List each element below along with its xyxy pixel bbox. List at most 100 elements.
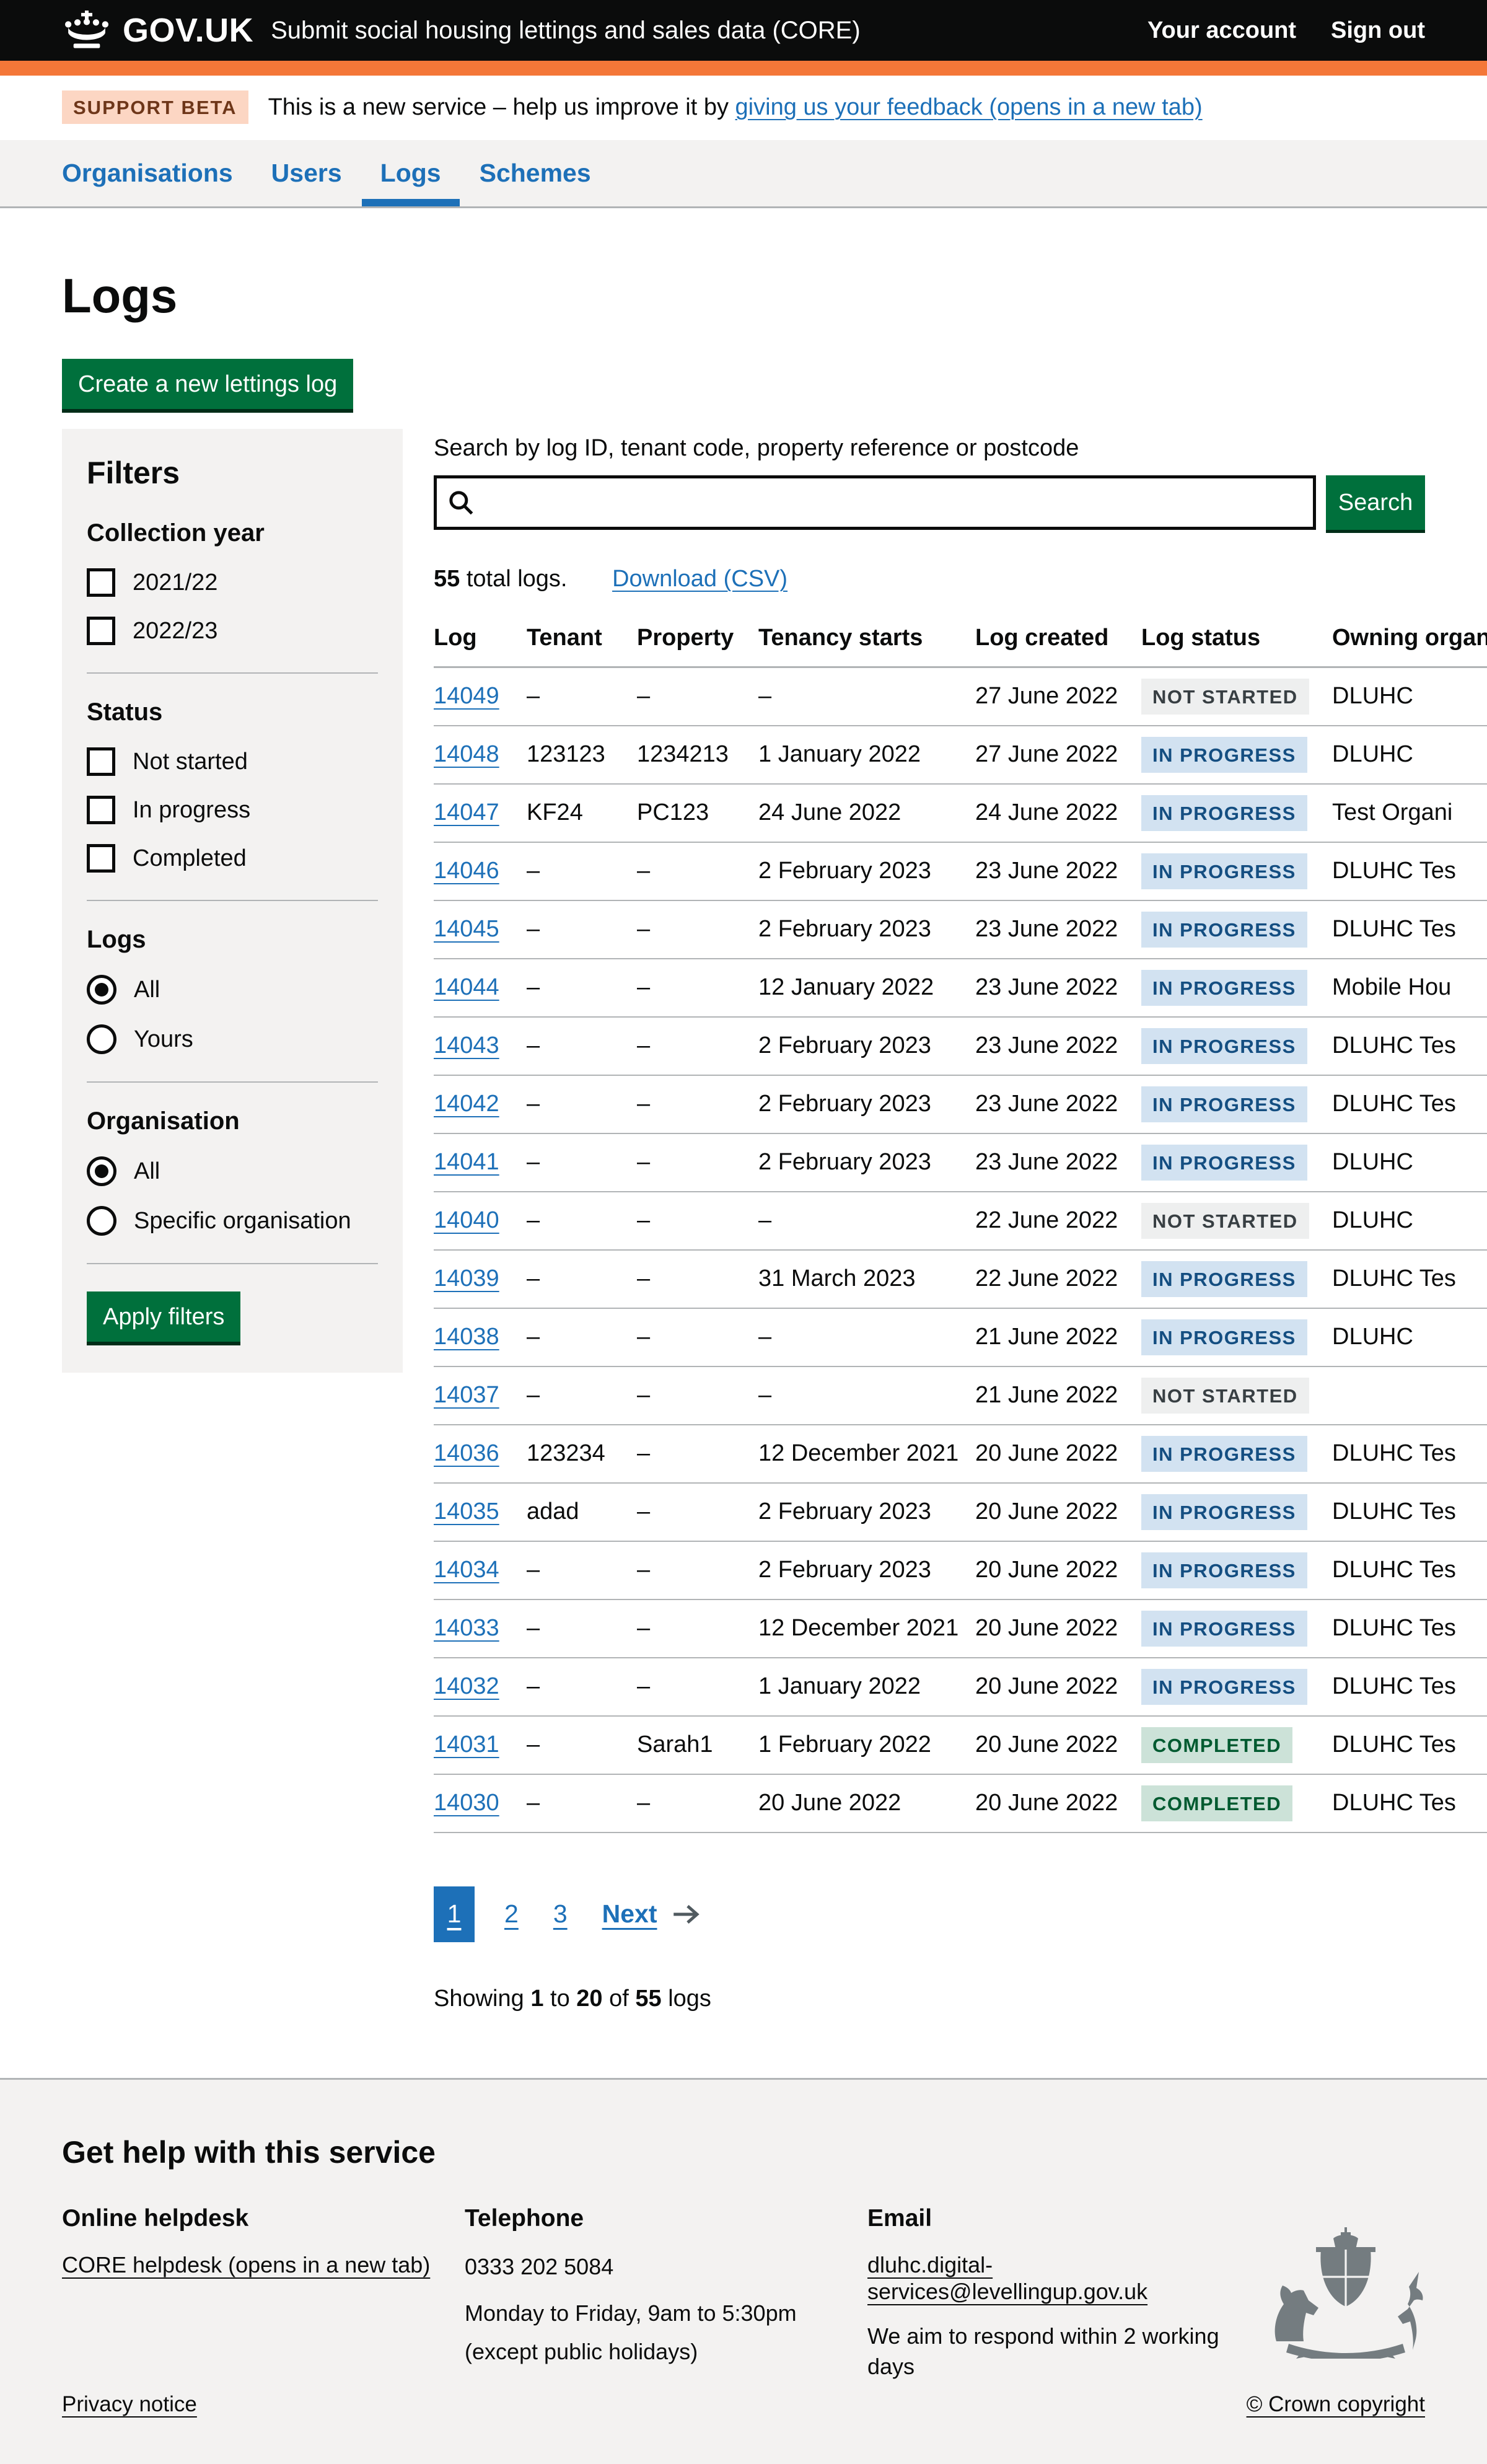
radio-logs-all[interactable]	[87, 975, 116, 1005]
create-lettings-log-button[interactable]: Create a new lettings log	[62, 359, 354, 409]
pagination-page-3[interactable]: 3	[553, 1899, 568, 1928]
status-badge: IN PROGRESS	[1141, 1086, 1307, 1122]
table-row: 14030– –20 June 2022 20 June 2022 COMPLETED…	[434, 1774, 1487, 1833]
owning-org-cell: Mobile Hou	[1332, 958, 1487, 1018]
log-id-link[interactable]: 14044	[434, 974, 499, 1000]
status-badge: IN PROGRESS	[1141, 1610, 1307, 1647]
log-created-cell: 22 June 2022	[975, 1191, 1141, 1251]
tenant-cell: –	[527, 1541, 637, 1600]
owning-org-cell: DLUHC	[1332, 725, 1487, 785]
tenancy-starts-cell: 12 December 2021	[758, 1424, 975, 1484]
owning-org-cell: DLUHC Tes	[1332, 1774, 1487, 1833]
nav-item-logs[interactable]: Logs	[361, 140, 460, 206]
table-row: 14037– – –21 June 2022 NOT STARTED	[434, 1366, 1487, 1425]
log-id-link[interactable]: 14047	[434, 799, 499, 825]
log-id-link[interactable]: 14039	[434, 1265, 499, 1291]
checkbox-completed[interactable]	[87, 844, 115, 873]
checkbox-in-progress[interactable]	[87, 796, 115, 824]
status-badge: IN PROGRESS	[1141, 1144, 1307, 1181]
email-link[interactable]: dluhc.digital-services@levellingup.gov.u…	[867, 2252, 1148, 2304]
govuk-home-link[interactable]: GOV.UK	[62, 11, 253, 50]
apply-filters-button[interactable]: Apply filters	[87, 1291, 241, 1342]
tenancy-starts-cell: 2 February 2023	[758, 1541, 975, 1600]
nav-item-users[interactable]: Users	[271, 159, 342, 187]
owning-org-cell: DLUHC	[1332, 1308, 1487, 1367]
log-id-link[interactable]: 14038	[434, 1324, 499, 1350]
log-created-cell: 27 June 2022	[975, 667, 1141, 726]
log-id-link[interactable]: 14030	[434, 1790, 499, 1816]
search-icon	[447, 489, 475, 522]
tenancy-starts-cell: –	[758, 1191, 975, 1251]
showing-to: 20	[576, 1985, 603, 2012]
log-id-link[interactable]: 14035	[434, 1498, 499, 1525]
tenant-cell: –	[527, 1075, 637, 1134]
checkbox-2021-22[interactable]	[87, 568, 115, 597]
phase-banner-text: This is a new service – help us improve …	[268, 94, 1203, 121]
table-row: 14043– –2 February 2023 23 June 2022 IN PRO…	[434, 1016, 1487, 1076]
radio-logs-yours[interactable]	[87, 1024, 116, 1054]
property-cell: PC123	[637, 783, 758, 843]
showing-total: 55	[635, 1985, 662, 2012]
search-button[interactable]: Search	[1326, 475, 1425, 530]
log-id-link[interactable]: 14032	[434, 1673, 499, 1699]
tenant-cell: 123234	[527, 1424, 637, 1484]
crown-copyright-link[interactable]: © Crown copyright	[1246, 2392, 1425, 2416]
pagination-page-2[interactable]: 2	[504, 1899, 519, 1928]
log-id-link[interactable]: 14046	[434, 858, 499, 884]
checkbox-2022-23[interactable]	[87, 617, 115, 645]
table-row: 14038– – –21 June 2022 IN PROGRESS DLUHC	[434, 1308, 1487, 1367]
pagination-page-1-current[interactable]: 1	[434, 1886, 475, 1942]
primary-navigation: Organisations Users Logs Schemes	[0, 140, 1487, 208]
owning-org-cell: DLUHC	[1332, 1191, 1487, 1251]
radio-organisation-all[interactable]	[87, 1156, 116, 1186]
property-cell: –	[637, 1075, 758, 1134]
log-id-link[interactable]: 14040	[434, 1207, 499, 1233]
table-row: 14040– – –22 June 2022 NOT STARTED DLUHC	[434, 1191, 1487, 1251]
feedback-link[interactable]: giving us your feedback (opens in a new …	[735, 94, 1203, 120]
log-id-link[interactable]: 14048	[434, 741, 499, 767]
footer-heading: Get help with this service	[62, 2135, 436, 2170]
log-id-link[interactable]: 14043	[434, 1032, 499, 1058]
tenancy-starts-cell: 31 March 2023	[758, 1249, 975, 1309]
showing-suffix: logs	[661, 1985, 711, 2012]
your-account-link[interactable]: Your account	[1147, 17, 1297, 43]
log-created-cell: 23 June 2022	[975, 1016, 1141, 1076]
core-helpdesk-link[interactable]: CORE helpdesk (opens in a new tab)	[62, 2252, 431, 2277]
owning-org-cell: DLUHC Tes	[1332, 1715, 1487, 1775]
log-id-link[interactable]: 14036	[434, 1440, 499, 1466]
log-id-link[interactable]: 14045	[434, 916, 499, 942]
pagination-next-link[interactable]: Next	[602, 1899, 657, 1928]
results-summary: 55 total logs. Download (CSV)	[434, 566, 1425, 592]
log-id-link[interactable]: 14042	[434, 1091, 499, 1117]
tenancy-starts-cell: 2 February 2023	[758, 1016, 975, 1076]
nav-item-schemes[interactable]: Schemes	[479, 159, 591, 187]
service-name-link[interactable]: Submit social housing lettings and sales…	[271, 16, 861, 44]
search-label: Search by log ID, tenant code, property …	[434, 435, 1079, 461]
download-csv-link[interactable]: Download (CSV)	[612, 566, 788, 592]
log-id-link[interactable]: 14031	[434, 1731, 499, 1758]
collection-year-heading: Collection year	[87, 519, 265, 547]
log-id-link[interactable]: 14041	[434, 1149, 499, 1175]
table-row: 14036 123234–12 December 2021 20 June 2022…	[434, 1424, 1487, 1484]
property-cell: –	[637, 1541, 758, 1600]
radio-organisation-specific[interactable]	[87, 1206, 116, 1236]
table-row: 14047 KF24 PC123 24 June 2022 24 June 2022 IN…	[434, 783, 1487, 843]
log-id-link[interactable]: 14034	[434, 1557, 499, 1583]
filters-heading: Filters	[87, 455, 180, 490]
owning-org-cell: DLUHC Tes	[1332, 1599, 1487, 1658]
privacy-notice-link[interactable]: Privacy notice	[62, 2392, 197, 2416]
main-content: Logs Create a new lettings log Filters C…	[62, 268, 1487, 2012]
sign-out-link[interactable]: Sign out	[1331, 17, 1425, 43]
nav-item-organisations[interactable]: Organisations	[62, 159, 233, 187]
status-badge: COMPLETED	[1141, 1785, 1293, 1821]
log-id-link[interactable]: 14049	[434, 683, 499, 710]
checkbox-not-started[interactable]	[87, 747, 115, 776]
log-created-cell: 23 June 2022	[975, 900, 1141, 959]
log-id-link[interactable]: 14033	[434, 1615, 499, 1641]
email-response-note: We aim to respond within 2 working days	[867, 2323, 1219, 2379]
tenancy-starts-cell: 2 February 2023	[758, 1482, 975, 1542]
search-input[interactable]	[434, 475, 1316, 530]
property-cell: –	[637, 1191, 758, 1251]
log-id-link[interactable]: 14037	[434, 1382, 499, 1408]
tenancy-starts-cell: 2 February 2023	[758, 1133, 975, 1192]
